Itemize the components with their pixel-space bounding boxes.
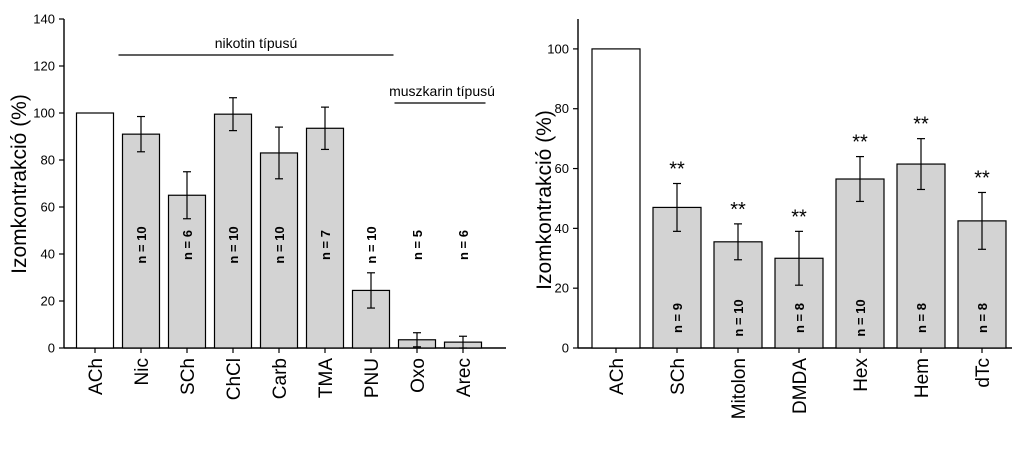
- category-label: ACh: [86, 358, 107, 395]
- significance-marker: **: [730, 199, 746, 221]
- category-label: Mitolon: [729, 358, 750, 419]
- chart-right: 0 20 40 60 80 100 Izomkontrakció (%) ACh SCh n = …: [533, 19, 1012, 419]
- bar: [259, 152, 299, 349]
- n-label: n = 10: [226, 226, 241, 263]
- group-label: nikotin típusú: [215, 35, 298, 51]
- category-label: Arec: [454, 358, 475, 397]
- y-tick-label: 100: [547, 41, 569, 56]
- n-label: n = 10: [364, 226, 379, 263]
- n-label: n = 10: [731, 299, 746, 336]
- chart-left: 0 20 40 60 80 100 120 140 Izomkontrakció (%) ACh N…: [8, 12, 506, 400]
- n-label: n = 6: [456, 230, 471, 260]
- bar: [121, 133, 161, 349]
- bar: [75, 112, 115, 349]
- n-label: n = 10: [272, 226, 287, 263]
- significance-marker: **: [913, 114, 929, 136]
- n-label: n = 8: [914, 303, 929, 333]
- category-label: dTc: [973, 358, 994, 388]
- bar: [896, 163, 946, 349]
- significance-marker: **: [669, 159, 685, 181]
- category-label: TMA: [316, 358, 337, 398]
- bar: [835, 178, 885, 349]
- y-tick-label: 0: [48, 341, 55, 356]
- significance-marker: **: [974, 167, 990, 189]
- category-label: SCh: [178, 358, 199, 395]
- y-tick-label: 120: [33, 59, 55, 74]
- category-label: Nic: [132, 358, 153, 385]
- y-tick-label: 140: [33, 12, 55, 27]
- y-axis-label: Izomkontrakció (%): [533, 110, 556, 290]
- n-label: n = 9: [670, 303, 685, 333]
- y-tick-label: 60: [555, 161, 569, 176]
- y-tick-label: 20: [555, 281, 569, 296]
- y-tick-label: 100: [33, 106, 55, 121]
- category-label: Oxo: [408, 358, 429, 393]
- significance-marker: **: [791, 206, 807, 228]
- category-label: Hem: [912, 358, 933, 398]
- y-tick-label: 80: [41, 153, 55, 168]
- bar: [167, 194, 207, 349]
- bar: [305, 127, 345, 349]
- category-label: DMDA: [790, 358, 811, 414]
- category-label: ACh: [607, 358, 628, 395]
- significance-marker: **: [852, 132, 868, 154]
- group-label: muszkarin típusú: [389, 83, 495, 99]
- y-tick-label: 60: [41, 200, 55, 215]
- category-label: ChCl: [224, 358, 245, 400]
- y-axis-label: Izomkontrakció (%): [8, 94, 31, 274]
- n-label: n = 6: [180, 230, 195, 260]
- category-label: PNU: [362, 358, 383, 398]
- n-label: n = 5: [410, 230, 425, 260]
- category-label: Carb: [270, 358, 291, 399]
- n-label: n = 7: [318, 230, 333, 260]
- y-tick-label: 20: [41, 294, 55, 309]
- n-label: n = 10: [853, 299, 868, 336]
- y-tick-label: 40: [41, 247, 55, 262]
- y-tick-label: 40: [555, 221, 569, 236]
- bar: [213, 113, 253, 349]
- n-label: n = 8: [975, 303, 990, 333]
- n-label: n = 10: [134, 226, 149, 263]
- category-label: SCh: [668, 358, 689, 395]
- y-tick-label: 80: [555, 101, 569, 116]
- y-tick-label: 0: [562, 341, 569, 356]
- bar: [591, 48, 641, 349]
- n-label: n = 8: [792, 303, 807, 333]
- category-label: Hex: [851, 358, 872, 392]
